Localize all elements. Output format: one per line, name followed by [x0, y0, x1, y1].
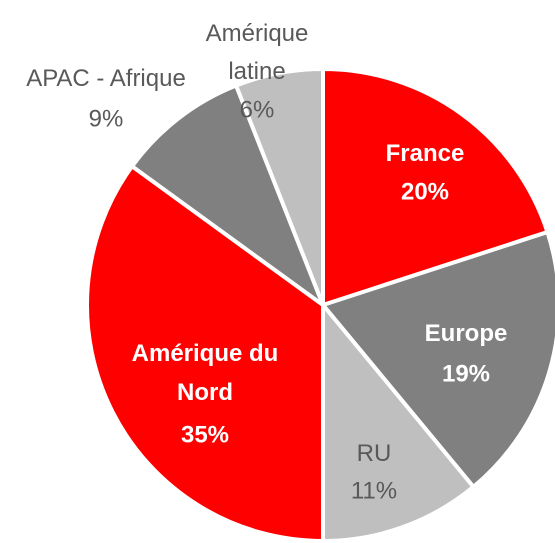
slice-value-label: 35% — [181, 421, 229, 448]
slice-label: APAC - Afrique — [26, 65, 186, 92]
label-line: Europe — [425, 320, 508, 347]
label-line: France — [386, 140, 465, 167]
slice-label: Amérique latine — [206, 20, 309, 85]
pie-slice — [321, 303, 476, 543]
slice-label: Europe — [425, 320, 508, 347]
slice-value-label: 9% — [89, 105, 124, 132]
pie-slice — [85, 164, 325, 543]
pie-slice — [130, 83, 325, 307]
label-line: APAC - Afrique — [26, 65, 186, 92]
slice-value-label: 11% — [351, 477, 397, 504]
slice-label: France — [386, 140, 465, 167]
pie-slice — [321, 67, 550, 307]
slice-label: Amérique du Nord — [132, 340, 279, 406]
pie-slice — [234, 67, 325, 307]
slice-value-label: 20% — [401, 178, 449, 205]
slice-label: RU — [357, 440, 392, 467]
slice-value-label: 19% — [442, 360, 490, 387]
label-line: Amérique du — [132, 340, 279, 367]
label-line: RU — [357, 440, 392, 467]
slice-value-label: 6% — [240, 96, 275, 123]
label-line: Nord — [177, 379, 233, 406]
label-line: latine — [228, 58, 285, 85]
label-line: Amérique — [206, 20, 309, 47]
